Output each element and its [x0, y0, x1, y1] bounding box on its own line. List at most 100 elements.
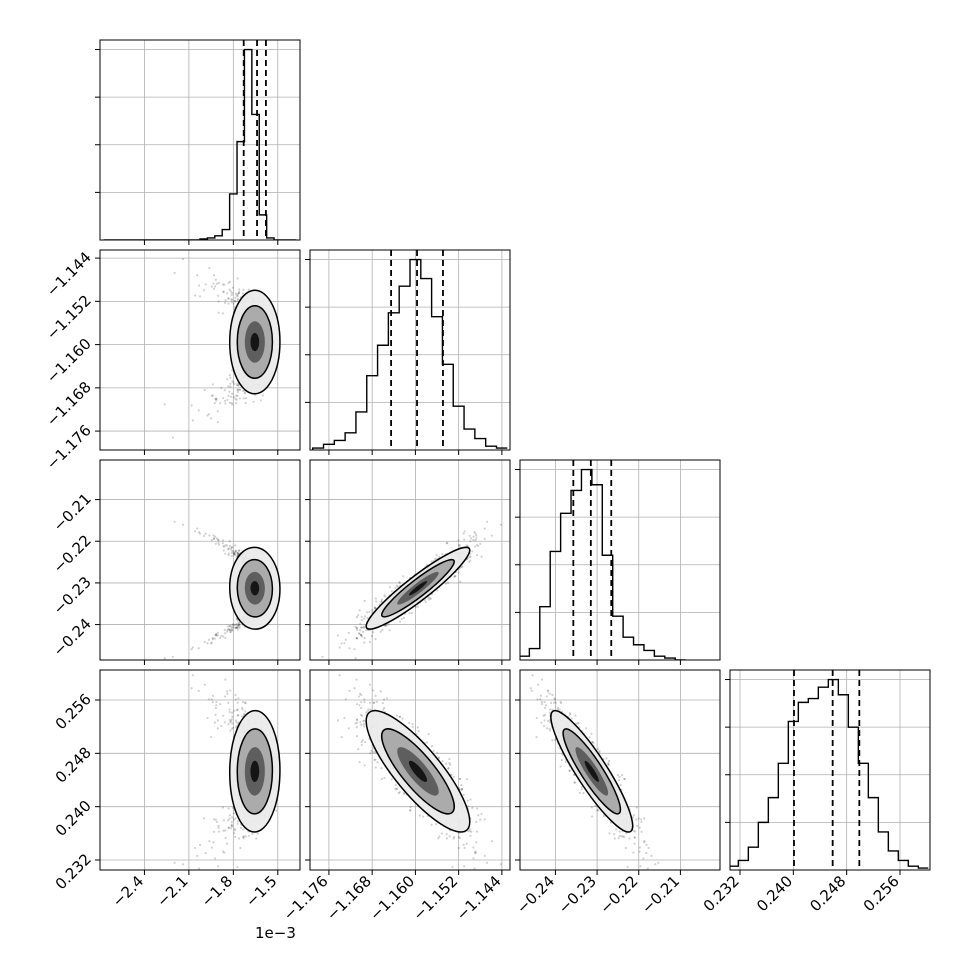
- sample-point: [223, 851, 226, 854]
- sample-point: [222, 635, 225, 638]
- sample-point: [470, 537, 473, 540]
- sample-point: [173, 520, 176, 523]
- sample-point: [460, 566, 463, 569]
- sample-point: [374, 607, 377, 610]
- sample-point: [217, 830, 221, 833]
- sample-point: [215, 397, 218, 400]
- sample-point: [225, 544, 229, 547]
- sample-point: [227, 625, 230, 628]
- sample-point: [236, 624, 239, 628]
- sample-point: [483, 537, 486, 541]
- sample-point: [163, 657, 166, 660]
- sample-point: [230, 718, 233, 721]
- sample-point: [388, 629, 391, 632]
- sample-point: [370, 634, 374, 638]
- sample-point: [215, 537, 219, 540]
- sample-point: [402, 575, 405, 578]
- sample-point: [214, 535, 217, 538]
- sample-point: [232, 381, 235, 384]
- sample-point: [207, 638, 210, 641]
- sample-point: [234, 292, 238, 295]
- sample-point: [232, 623, 235, 626]
- sample-point: [398, 580, 401, 584]
- sample-point: [229, 630, 233, 633]
- sample-point: [236, 388, 239, 391]
- sample-point: [459, 580, 462, 583]
- sample-point: [343, 642, 346, 645]
- sample-point: [356, 628, 359, 632]
- sample-point: [427, 598, 430, 601]
- sample-point: [213, 637, 216, 640]
- sample-point: [374, 606, 377, 609]
- sample-point: [234, 544, 237, 547]
- sample-point: [216, 631, 219, 634]
- sample-point: [239, 388, 242, 392]
- sample-point: [239, 826, 243, 829]
- sample-point: [234, 397, 237, 400]
- sample-point: [468, 534, 471, 538]
- histogram-1: [312, 258, 508, 450]
- sample-point: [203, 388, 206, 392]
- sample-point: [469, 555, 472, 558]
- sample-point: [233, 552, 236, 555]
- sample-point: [222, 549, 225, 552]
- sample-point: [216, 634, 219, 637]
- sample-point: [223, 545, 226, 548]
- sample-point: [214, 278, 217, 281]
- sample-point: [234, 698, 237, 701]
- sample-point: [237, 621, 240, 624]
- sample-point: [247, 834, 250, 838]
- sample-point: [233, 553, 237, 556]
- sample-point: [361, 626, 364, 629]
- sample-point: [472, 535, 475, 538]
- sample-point: [229, 395, 233, 398]
- sample-point: [227, 297, 230, 300]
- sample-point: [435, 554, 438, 557]
- sample-point: [197, 409, 200, 412]
- sample-point: [441, 553, 444, 556]
- sample-point: [368, 610, 371, 613]
- y-tick-label: −0.22: [50, 531, 95, 576]
- sample-point: [469, 540, 472, 543]
- sample-point: [241, 292, 245, 295]
- sample-point: [232, 626, 235, 629]
- sample-point: [208, 267, 211, 270]
- sample-point: [227, 552, 230, 555]
- sample-point: [228, 280, 231, 283]
- sample-point: [221, 542, 224, 545]
- sample-point: [234, 300, 237, 303]
- sample-point: [453, 575, 456, 579]
- sample-point: [366, 616, 369, 620]
- sample-point: [238, 288, 241, 291]
- sample-point: [226, 629, 229, 632]
- sample-point: [237, 623, 240, 626]
- sample-point: [428, 597, 432, 600]
- sample-point: [355, 615, 359, 619]
- sample-point: [410, 611, 414, 615]
- sample-point: [230, 301, 234, 304]
- sample-point: [181, 258, 185, 261]
- sample-point: [359, 633, 363, 636]
- sample-point: [385, 624, 388, 627]
- sample-point: [372, 630, 375, 634]
- sample-point: [395, 584, 398, 587]
- sample-point: [375, 600, 378, 603]
- sample-point: [214, 285, 217, 288]
- sample-point: [347, 631, 350, 634]
- sample-point: [207, 698, 210, 701]
- sample-point: [222, 290, 225, 293]
- sample-point: [217, 281, 221, 285]
- sample-point: [215, 399, 218, 402]
- sample-point: [193, 294, 197, 297]
- panel-frame: [99, 39, 301, 241]
- sample-point: [221, 283, 225, 286]
- sample-point: [231, 628, 234, 632]
- sample-point: [209, 417, 213, 420]
- density-contour-3: [408, 581, 428, 596]
- sample-point: [204, 852, 207, 855]
- sample-point: [396, 585, 399, 588]
- sample-point: [430, 560, 433, 563]
- sample-point: [321, 655, 324, 659]
- sample-point: [238, 291, 241, 295]
- sample-point: [338, 646, 341, 649]
